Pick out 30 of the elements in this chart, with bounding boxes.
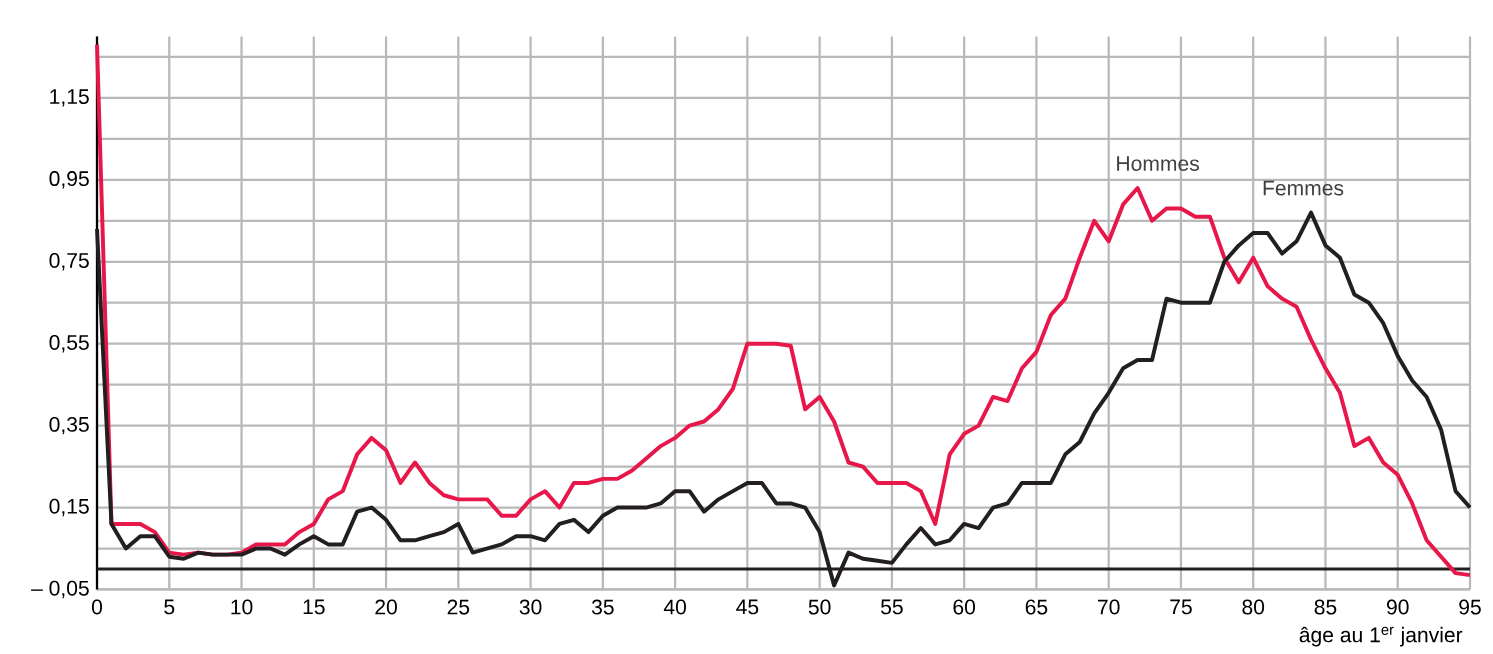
x-tick-label: 30 (519, 599, 542, 615)
y-tick-label: 0,35 (49, 417, 89, 435)
y-tick-label: 0,95 (49, 171, 89, 189)
y-tick-label: – 0,05 (31, 580, 89, 599)
x-tick-label: 90 (1386, 599, 1409, 615)
y-tick-label: 0,55 (49, 335, 89, 353)
x-tick-label: 10 (231, 599, 253, 615)
x-axis-title: âge au 1$^{er}$ janvier (1299, 627, 1463, 647)
y-tick-label: 0,75 (49, 253, 89, 271)
x-tick-label: 5 (164, 599, 175, 615)
x-tick-label: 20 (375, 599, 397, 615)
x-tick-label: 15 (303, 599, 325, 615)
x-tick-label: 35 (591, 599, 614, 615)
series-label: Hommes (1117, 156, 1199, 172)
x-tick-label: 55 (881, 599, 903, 615)
x-tick-label: 65 (1025, 599, 1048, 615)
x-tick-label: 80 (1242, 599, 1265, 615)
x-tick-label: 50 (808, 599, 831, 615)
x-tick-label: 25 (447, 599, 470, 615)
x-tick-label: 45 (736, 599, 759, 615)
x-tick-label: 95 (1459, 599, 1481, 615)
y-tick-label: 1,15 (50, 89, 89, 107)
x-tick-label: 60 (953, 599, 976, 615)
x-tick-label: 0 (91, 599, 103, 615)
x-tick-label: 75 (1170, 599, 1192, 615)
x-tick-label: 70 (1098, 599, 1120, 615)
x-tick-label: 40 (663, 599, 686, 615)
x-tick-label: 85 (1314, 599, 1337, 615)
series-label: Femmes (1263, 181, 1344, 196)
y-tick-label: 0,15 (49, 499, 89, 517)
